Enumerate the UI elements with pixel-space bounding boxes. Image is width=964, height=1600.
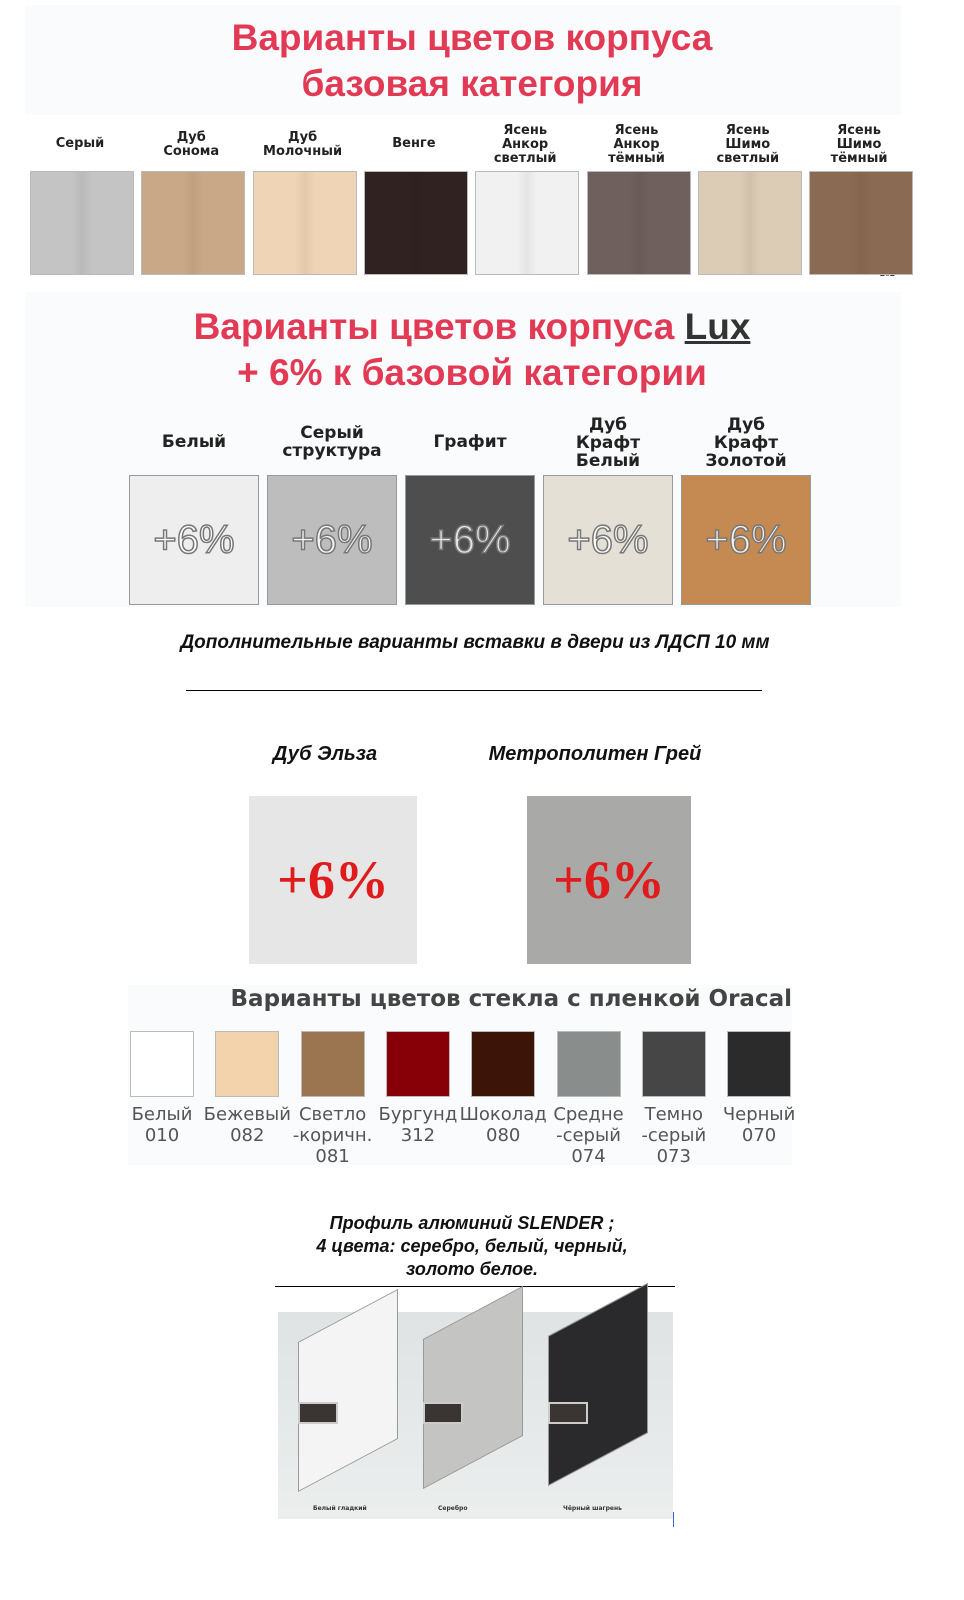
lux-swatch-label: Серый структура	[282, 423, 382, 461]
base-swatch[interactable]	[30, 171, 134, 275]
glass-code: 074	[571, 1146, 606, 1167]
base-swatch[interactable]	[809, 171, 914, 275]
lux-swatch-label: Дуб Крафт Золотой	[705, 415, 787, 471]
glass-title: Варианты цветов стекла с пленкой Oracal	[230, 986, 792, 1012]
glass-label: Бургунд 312	[373, 1104, 463, 1146]
profile-divider	[275, 1286, 675, 1287]
glass-name: Светло -коричн.	[292, 1104, 373, 1146]
glass-name: Бургунд	[378, 1104, 458, 1125]
lux-title-line2: + 6% к базовой категории	[237, 352, 707, 393]
lux-title-line1: Варианты цветов корпуса Lux	[0, 304, 944, 350]
lux-title-lux: Lux	[684, 306, 751, 347]
glass-name: Белый	[131, 1104, 193, 1125]
glass-code: 312	[400, 1125, 436, 1146]
plus-six-percent-badge: +6%	[153, 517, 236, 563]
cursor-mark	[673, 1512, 674, 1527]
insert-swatch[interactable]: +6%	[249, 796, 417, 964]
lux-swatch[interactable]: +6%	[543, 475, 673, 605]
base-swatch-label: Ясень Анкор тёмный	[608, 123, 665, 166]
glass-label: Белый 010	[117, 1104, 207, 1146]
profile-line2: 4 цвета: серебро, белый, черный,	[316, 1236, 628, 1256]
base-swatch-label: Ясень Шимо светлый	[716, 123, 780, 166]
base-swatch[interactable]	[252, 171, 357, 275]
base-swatch[interactable]	[141, 171, 246, 275]
glass-label: Средне -серый 074	[544, 1104, 634, 1167]
glass-code: 082	[230, 1125, 265, 1146]
glass-label: Черный 070	[714, 1104, 804, 1146]
lux-swatch-label: Дуб Крафт Белый	[575, 415, 641, 471]
profile-slot	[548, 1402, 588, 1424]
lux-swatch[interactable]: +6%	[267, 475, 397, 605]
insert-label: Метрополитен Грей	[488, 743, 702, 765]
base-title-line2: базовая категория	[301, 63, 643, 104]
lux-title-text: Варианты цветов корпуса	[193, 306, 675, 347]
inserts-divider	[186, 690, 762, 691]
profile-label: Белый гладкий	[313, 1505, 367, 1512]
insert-label: Дуб Эльза	[272, 743, 378, 765]
base-title-line1: Варианты цветов корпуса	[231, 17, 713, 58]
profile-label: Серебро	[438, 1505, 468, 1512]
lux-swatch[interactable]: +6%	[405, 475, 535, 605]
inserts-heading: Дополнительные варианты вставки в двери …	[180, 632, 770, 653]
glass-swatch[interactable]	[641, 1031, 706, 1097]
plus-six-percent-badge: +6%	[705, 517, 788, 563]
profile-piece	[548, 1282, 648, 1486]
glass-code: 010	[144, 1125, 180, 1146]
base-swatch-label: Серый	[55, 136, 105, 151]
base-swatch-label: Дуб Сонома	[163, 130, 220, 159]
profile-line1: Профиль алюминий SLENDER ;	[329, 1213, 615, 1233]
glass-name: Бежевый	[203, 1104, 291, 1125]
glass-name: Темно -серый	[641, 1104, 707, 1146]
base-title-band	[25, 5, 901, 115]
glass-label: Бежевый 082	[202, 1104, 292, 1146]
base-swatch[interactable]	[586, 171, 691, 275]
base-swatch[interactable]	[697, 171, 802, 275]
plus-six-percent-badge: +6%	[553, 850, 665, 910]
lux-swatch-label: Белый	[161, 432, 227, 452]
glass-swatch[interactable]	[300, 1031, 365, 1097]
glass-swatch[interactable]	[727, 1031, 792, 1097]
glass-swatch[interactable]	[215, 1031, 280, 1097]
base-swatch[interactable]	[363, 171, 468, 275]
base-swatch-label: Ясень Анкор светлый	[493, 123, 557, 166]
plus-six-percent-badge: +6%	[429, 517, 512, 563]
glass-swatch[interactable]	[556, 1031, 621, 1097]
profile-line3: золото белое.	[405, 1259, 538, 1279]
glass-name: Шоколад	[459, 1104, 547, 1125]
profile-heading: Профиль алюминий SLENDER ; 4 цвета: сере…	[260, 1212, 684, 1281]
base-swatch-label: Ясень Шимо тёмный	[830, 123, 888, 166]
glass-swatch[interactable]	[385, 1031, 450, 1097]
glass-name: Средне -серый	[553, 1104, 624, 1146]
base-swatch-label: Венге	[392, 136, 436, 151]
glass-label: Темно -серый 073	[629, 1104, 719, 1167]
profile-slot	[423, 1402, 463, 1424]
base-swatch[interactable]	[475, 171, 580, 275]
lux-swatch-label: Графит	[433, 432, 507, 452]
profile-slot	[298, 1402, 338, 1424]
glass-code: 070	[741, 1125, 777, 1146]
base-swatch-label: Дуб Молочный	[263, 130, 343, 159]
profile-piece	[298, 1288, 398, 1492]
glass-label: Шоколад 080	[458, 1104, 548, 1146]
insert-swatch[interactable]: +6%	[527, 796, 691, 964]
glass-swatch[interactable]	[471, 1031, 536, 1097]
glass-code: 081	[315, 1146, 350, 1167]
plus-six-percent-badge: +6%	[567, 517, 650, 563]
glass-code: 073	[656, 1146, 691, 1167]
glass-name: Черный	[722, 1104, 796, 1125]
profile-photo: Белый гладкий Серебро Чёрный шагрень	[278, 1282, 673, 1519]
glass-label: Светло -коричн. 081	[288, 1104, 378, 1167]
profile-piece	[423, 1285, 523, 1489]
lux-swatch[interactable]: +6%	[681, 475, 811, 605]
lux-swatch[interactable]: +6%	[129, 475, 259, 605]
plus-six-percent-badge: +6%	[277, 850, 389, 910]
plus-six-percent-badge: +6%	[291, 517, 374, 563]
profile-label: Чёрный шагрень	[563, 1505, 622, 1512]
glass-swatch[interactable]	[130, 1031, 194, 1097]
glass-code: 080	[486, 1125, 521, 1146]
